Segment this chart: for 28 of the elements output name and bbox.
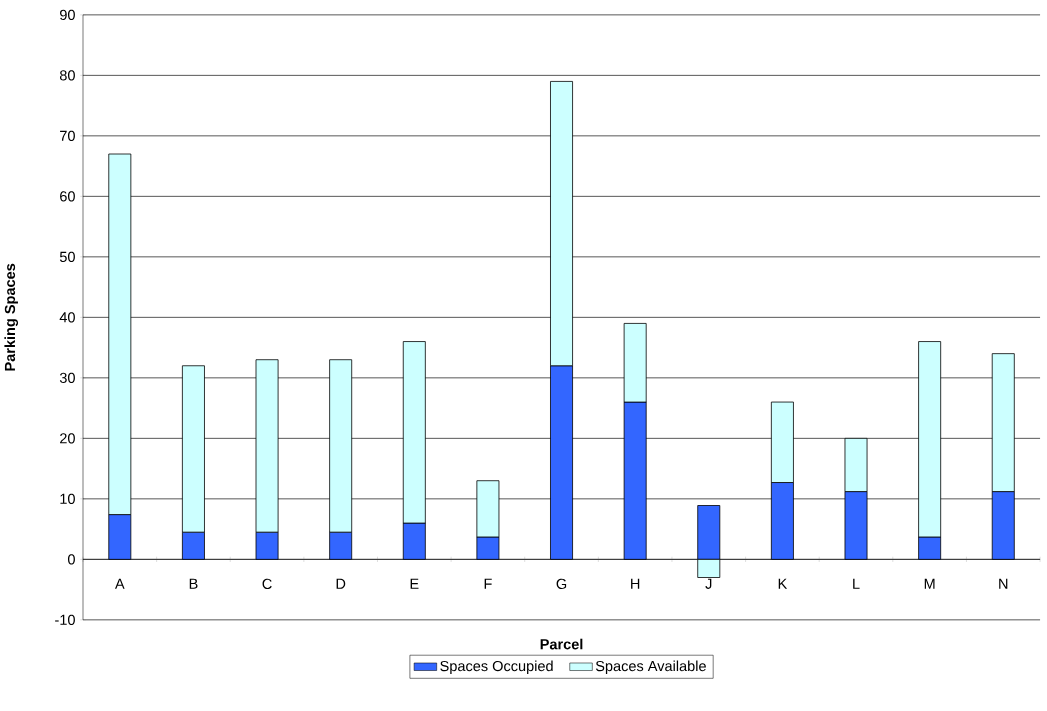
- x-tick-label: N: [999, 578, 1008, 589]
- legend-label: Spaces Available: [595, 660, 706, 674]
- y-tick-label: 10: [60, 493, 75, 504]
- y-tick-label: 50: [59, 251, 75, 262]
- x-axis-title: Parcel: [540, 638, 583, 650]
- y-tick-label: 60: [60, 191, 75, 202]
- x-tick-label: H: [631, 578, 640, 589]
- y-tick-label: -10: [55, 614, 75, 625]
- x-tick-label: B: [189, 578, 198, 589]
- y-tick-label: 0: [67, 554, 75, 565]
- x-tick-label: J: [705, 578, 712, 589]
- x-tick-label: E: [410, 578, 419, 589]
- x-tick-label: L: [853, 578, 860, 589]
- y-tick-label: 20: [60, 433, 75, 444]
- y-axis-title: Parking Spaces: [4, 263, 19, 371]
- x-tick-label: F: [484, 578, 492, 589]
- y-tick-label: 30: [59, 372, 75, 383]
- y-tick-label: 90: [60, 9, 75, 20]
- x-tick-label: D: [336, 578, 346, 589]
- legend-label: Spaces Occupied: [440, 660, 553, 674]
- x-tick-label: A: [114, 578, 125, 589]
- y-tick-label: 40: [59, 312, 75, 323]
- x-tick-label: G: [556, 578, 567, 589]
- y-tick-label: 70: [60, 130, 75, 141]
- x-tick-label: M: [924, 578, 935, 589]
- y-tick-label: 80: [59, 70, 75, 81]
- x-tick-label: K: [778, 578, 788, 589]
- x-tick-label: C: [262, 578, 272, 589]
